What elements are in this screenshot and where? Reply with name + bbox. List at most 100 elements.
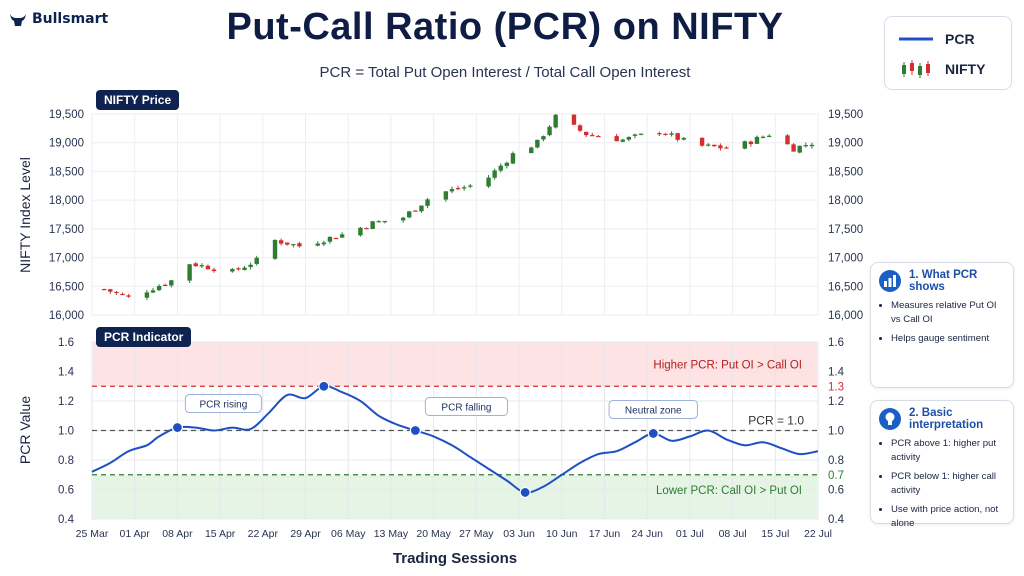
- pcr-y-tick-label-right: 1.6: [828, 337, 844, 349]
- callout-label: PCR falling: [441, 403, 491, 414]
- candle-body: [705, 144, 711, 146]
- pcr-marker: [171, 421, 184, 434]
- x-tick-label: 10 Jun: [546, 528, 578, 540]
- candle-body: [785, 135, 790, 145]
- x-tick-label: 08 Apr: [162, 528, 193, 540]
- pcr-y-tick-label: 1.2: [58, 396, 74, 408]
- candle-body: [809, 144, 815, 147]
- x-tick-label: 06 May: [331, 528, 366, 540]
- candlestick-swatch-icon: [902, 60, 930, 78]
- pcr-y-tick-label: 0.4: [58, 514, 75, 526]
- price-plot-area: [91, 113, 819, 316]
- callout-box: [184, 394, 262, 414]
- pcr-y-tick-label: 1.4: [58, 367, 75, 379]
- candle-body: [669, 133, 674, 135]
- x-tick-label: 24 Jun: [631, 528, 663, 540]
- candle-body: [663, 133, 668, 136]
- candle-body: [614, 136, 619, 142]
- candle-body: [114, 291, 119, 294]
- price-y-tick-label-right: 19,500: [828, 109, 863, 121]
- candle-body: [504, 162, 510, 166]
- pcr-y-tick-label: 1.0: [58, 426, 74, 438]
- callout-label: Neutral zone: [625, 405, 682, 416]
- price-y-tick-label: 18,500: [49, 166, 84, 178]
- candle-body: [638, 133, 644, 135]
- candle-body: [791, 144, 796, 152]
- price-y-axis-title: NIFTY Index Level: [17, 157, 33, 273]
- x-tick-label: 08 Jul: [719, 528, 747, 540]
- candle-body: [718, 145, 723, 149]
- candle-body: [510, 153, 516, 164]
- bull-logo-icon: [10, 14, 26, 26]
- price-panel: [91, 113, 819, 316]
- pcr-y-tick-label-right: 0.4: [828, 514, 845, 526]
- info-title-basic-interpretation: 2. Basic interpretation: [909, 407, 984, 431]
- legend-nifty-label: NIFTY: [945, 61, 986, 77]
- candle-body: [712, 144, 717, 147]
- price-y-tick-label: 16,000: [49, 310, 84, 322]
- candle-body: [187, 264, 192, 281]
- pcr-y-tick-label-right: 1.2: [828, 396, 844, 408]
- price-y-tick-label-right: 17,500: [828, 224, 863, 236]
- x-tick-label: 03 Jun: [503, 528, 535, 540]
- pcr-panel: PCR = 1.0 Higher PCR: Put OI > Call OI Low…: [91, 341, 819, 520]
- pcr-y-axis-title: PCR Value: [17, 396, 33, 464]
- info-panel-basic-interpretation: 2. Basic interpretation PCR above 1: hig…: [870, 400, 1014, 529]
- pcr-y-tick-label-right: 1.0: [828, 426, 844, 438]
- candle-body: [254, 257, 259, 264]
- x-tick-label: 15 Apr: [205, 528, 236, 540]
- info-list-basic-interpretation: PCR above 1: higher put activity PCR bel…: [871, 437, 1013, 531]
- candle-body: [102, 289, 107, 291]
- candle-body: [150, 290, 156, 293]
- price-y-tick-label: 19,500: [49, 109, 84, 121]
- price-y-tick-label-right: 18,000: [828, 195, 863, 207]
- x-tick-label: 15 Jul: [761, 528, 789, 540]
- candle-body: [358, 227, 363, 236]
- info-list-what-pcr-shows: Measures relative Put OI vs Call OI Help…: [871, 299, 1013, 346]
- pcr-y-tick-label-right: 1.4: [828, 367, 845, 379]
- info-point: Measures relative Put OI vs Call OI: [891, 299, 1007, 327]
- candle-body: [333, 237, 339, 240]
- candle-body: [675, 133, 680, 140]
- pcr-y-tick-label-right: 0.6: [828, 485, 844, 497]
- candle-body: [419, 205, 424, 212]
- candle-body: [596, 135, 601, 138]
- price-y-tick-label-right: 18,500: [828, 166, 863, 178]
- upper-zone-label: Higher PCR: Put OI > Call OI: [653, 359, 802, 371]
- callout-label: PCR rising: [200, 400, 248, 411]
- candle-body: [742, 141, 747, 149]
- candle-body: [553, 114, 558, 128]
- candle-body: [657, 133, 662, 135]
- candle-body: [144, 292, 150, 298]
- pcr-reference-label: 1.3: [828, 381, 844, 393]
- axes: 25 Mar 01 Apr 08 Apr 15 Apr 22 Apr 29 Apr 06 M…: [17, 109, 863, 567]
- candle-body: [327, 236, 333, 242]
- candle-body: [211, 269, 217, 272]
- candle-body: [583, 131, 589, 136]
- pcr-zone: [93, 474, 817, 519]
- pcr-panel-label: PCR Indicator: [96, 327, 192, 347]
- x-tick-label: 01 Jul: [676, 528, 704, 540]
- candle-body: [803, 145, 808, 147]
- candle-body: [230, 269, 235, 272]
- candle-body: [199, 265, 205, 267]
- candle-body: [108, 289, 113, 292]
- price-y-tick-label: 19,000: [49, 138, 84, 150]
- candle-body: [315, 243, 320, 246]
- candle-body: [547, 126, 552, 136]
- candle-body: [285, 242, 290, 245]
- info-point: Use with price action, not alone: [891, 503, 1007, 531]
- info-title-what-pcr-shows: 1. What PCR shows: [909, 269, 978, 293]
- pcr-y-tick-label-right: 0.8: [828, 455, 844, 467]
- candle-body: [443, 191, 449, 200]
- candle-body: [681, 137, 686, 140]
- candle-body: [156, 285, 162, 291]
- candle-body: [632, 134, 638, 136]
- brand-logo: Bullsmart: [8, 10, 108, 28]
- candle-body: [382, 220, 388, 223]
- candle-body: [364, 228, 369, 230]
- x-tick-label: 29 Apr: [290, 528, 321, 540]
- pcr-marker: [647, 427, 659, 440]
- candle-body: [571, 114, 577, 125]
